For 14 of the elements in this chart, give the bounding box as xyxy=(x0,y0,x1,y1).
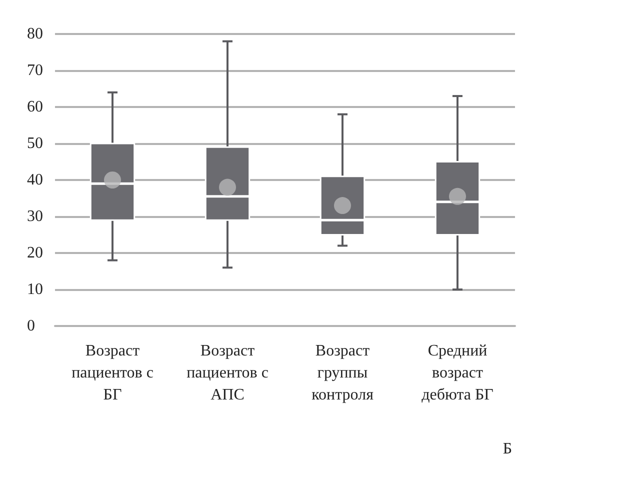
y-tick-label: 10 xyxy=(27,281,43,298)
y-tick-label: 20 xyxy=(27,244,43,262)
y-tick-label: 80 xyxy=(27,26,43,42)
x-tick-label: Возраст пациентов с АПС xyxy=(186,342,268,404)
y-tick-label: 60 xyxy=(27,98,43,116)
y-tick-label: 0 xyxy=(27,318,35,334)
x-tick-label: Возраст группы контроля xyxy=(312,342,374,404)
y-tick-label: 40 xyxy=(27,172,43,188)
y-tick-label: 50 xyxy=(27,135,43,152)
text: Б xyxy=(502,440,512,458)
y-tick-label: 30 xyxy=(27,208,43,225)
x-tick-label: Возраст пациентов с БГ xyxy=(72,342,154,404)
y-tick-label: 70 xyxy=(27,62,43,79)
x-tick-label: Средний возраст дебюта БГ xyxy=(422,342,494,404)
